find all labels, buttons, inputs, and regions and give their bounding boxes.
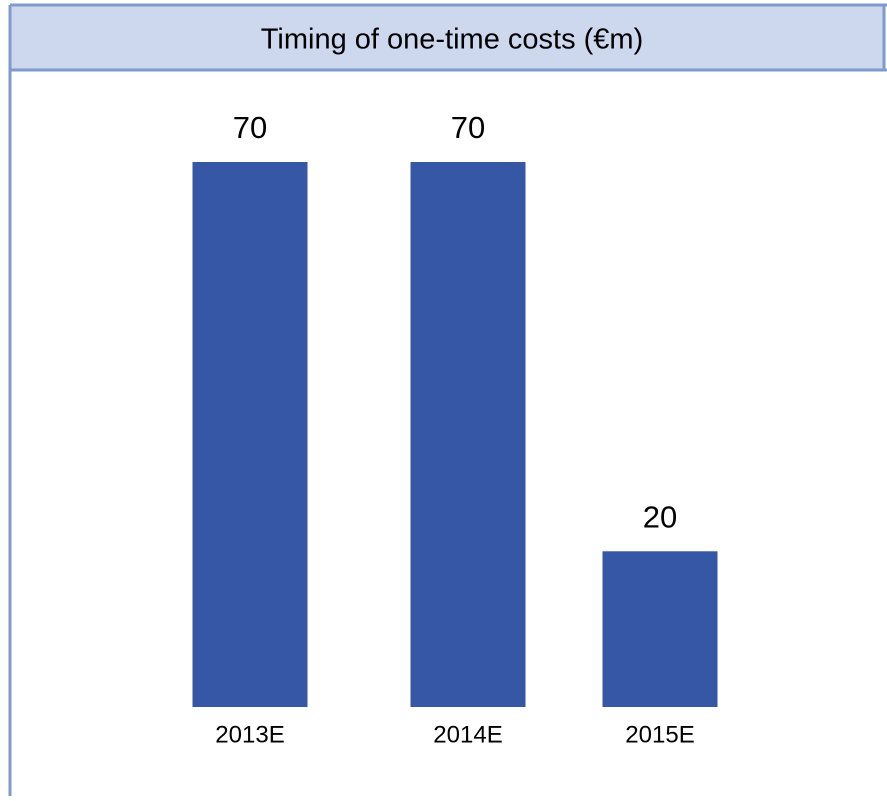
x-tick-label: 2013E	[215, 721, 284, 748]
value-label: 70	[451, 110, 485, 145]
bar	[410, 162, 526, 707]
x-tick-label: 2014E	[433, 721, 502, 748]
x-tick-label: 2015E	[625, 721, 694, 748]
value-label: 70	[233, 110, 267, 145]
chart-title: Timing of one-time costs (€m)	[261, 24, 643, 56]
title-band	[10, 5, 884, 70]
bar	[192, 162, 308, 707]
value-label: 20	[643, 499, 677, 534]
bar	[602, 551, 718, 707]
